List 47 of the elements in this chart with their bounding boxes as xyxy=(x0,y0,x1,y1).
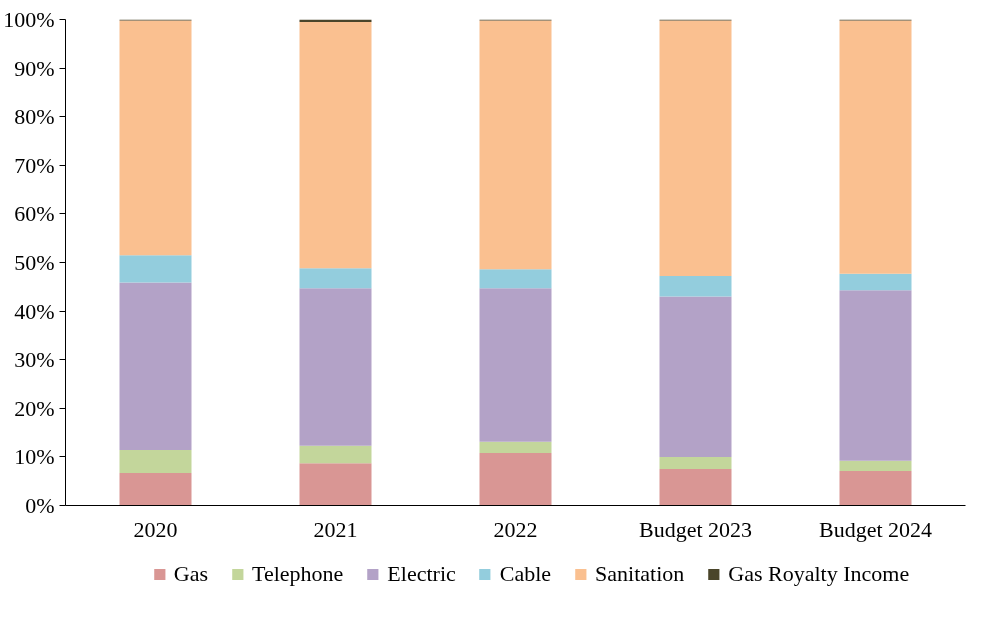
bar xyxy=(119,255,192,283)
y-tick-label: 10% xyxy=(14,444,55,470)
legend-label: Gas xyxy=(173,561,209,587)
bar xyxy=(119,20,192,256)
x-tick-label: 2020 xyxy=(133,516,178,542)
bar xyxy=(839,20,912,274)
bar xyxy=(119,282,192,451)
bar xyxy=(299,288,372,446)
legend-label: Sanitation xyxy=(595,561,685,587)
bar xyxy=(479,20,552,270)
y-tick-label: 100% xyxy=(3,7,55,32)
bar xyxy=(659,20,732,277)
bar xyxy=(299,445,372,464)
y-tick-label: 20% xyxy=(14,395,55,421)
y-tick-label: 0% xyxy=(25,493,55,518)
bar xyxy=(659,469,732,506)
bar xyxy=(299,21,372,269)
x-tick-label: Budget 2023 xyxy=(638,516,753,542)
bar xyxy=(839,470,912,506)
bar xyxy=(839,290,912,461)
y-tick-label: 50% xyxy=(14,250,55,275)
y-tick-label: 60% xyxy=(14,201,55,227)
y-tick-label: 70% xyxy=(14,152,55,178)
bar xyxy=(119,472,192,506)
y-tick-label: 30% xyxy=(14,347,55,373)
bar xyxy=(299,463,372,506)
bar xyxy=(119,450,192,473)
bar xyxy=(299,268,372,289)
bar xyxy=(839,460,912,471)
x-tick-label: 2021 xyxy=(313,516,358,542)
bar xyxy=(659,296,732,457)
legend-label: Telephone xyxy=(252,561,344,587)
bar xyxy=(479,441,552,454)
bar xyxy=(659,276,732,297)
bar xyxy=(479,269,552,289)
y-tick-label: 40% xyxy=(14,298,55,324)
bar xyxy=(479,288,552,442)
legend-label: Cable xyxy=(499,561,552,587)
x-tick-label: 2022 xyxy=(493,516,538,542)
legend-label: Gas Royalty Income xyxy=(728,561,910,587)
y-tick-label: 90% xyxy=(14,55,55,81)
legend-label: Electric xyxy=(387,561,456,587)
bar xyxy=(659,456,732,470)
y-tick-label: 80% xyxy=(14,104,55,130)
x-tick-label: Budget 2024 xyxy=(818,516,933,542)
bar xyxy=(839,273,912,291)
bar xyxy=(479,453,552,506)
